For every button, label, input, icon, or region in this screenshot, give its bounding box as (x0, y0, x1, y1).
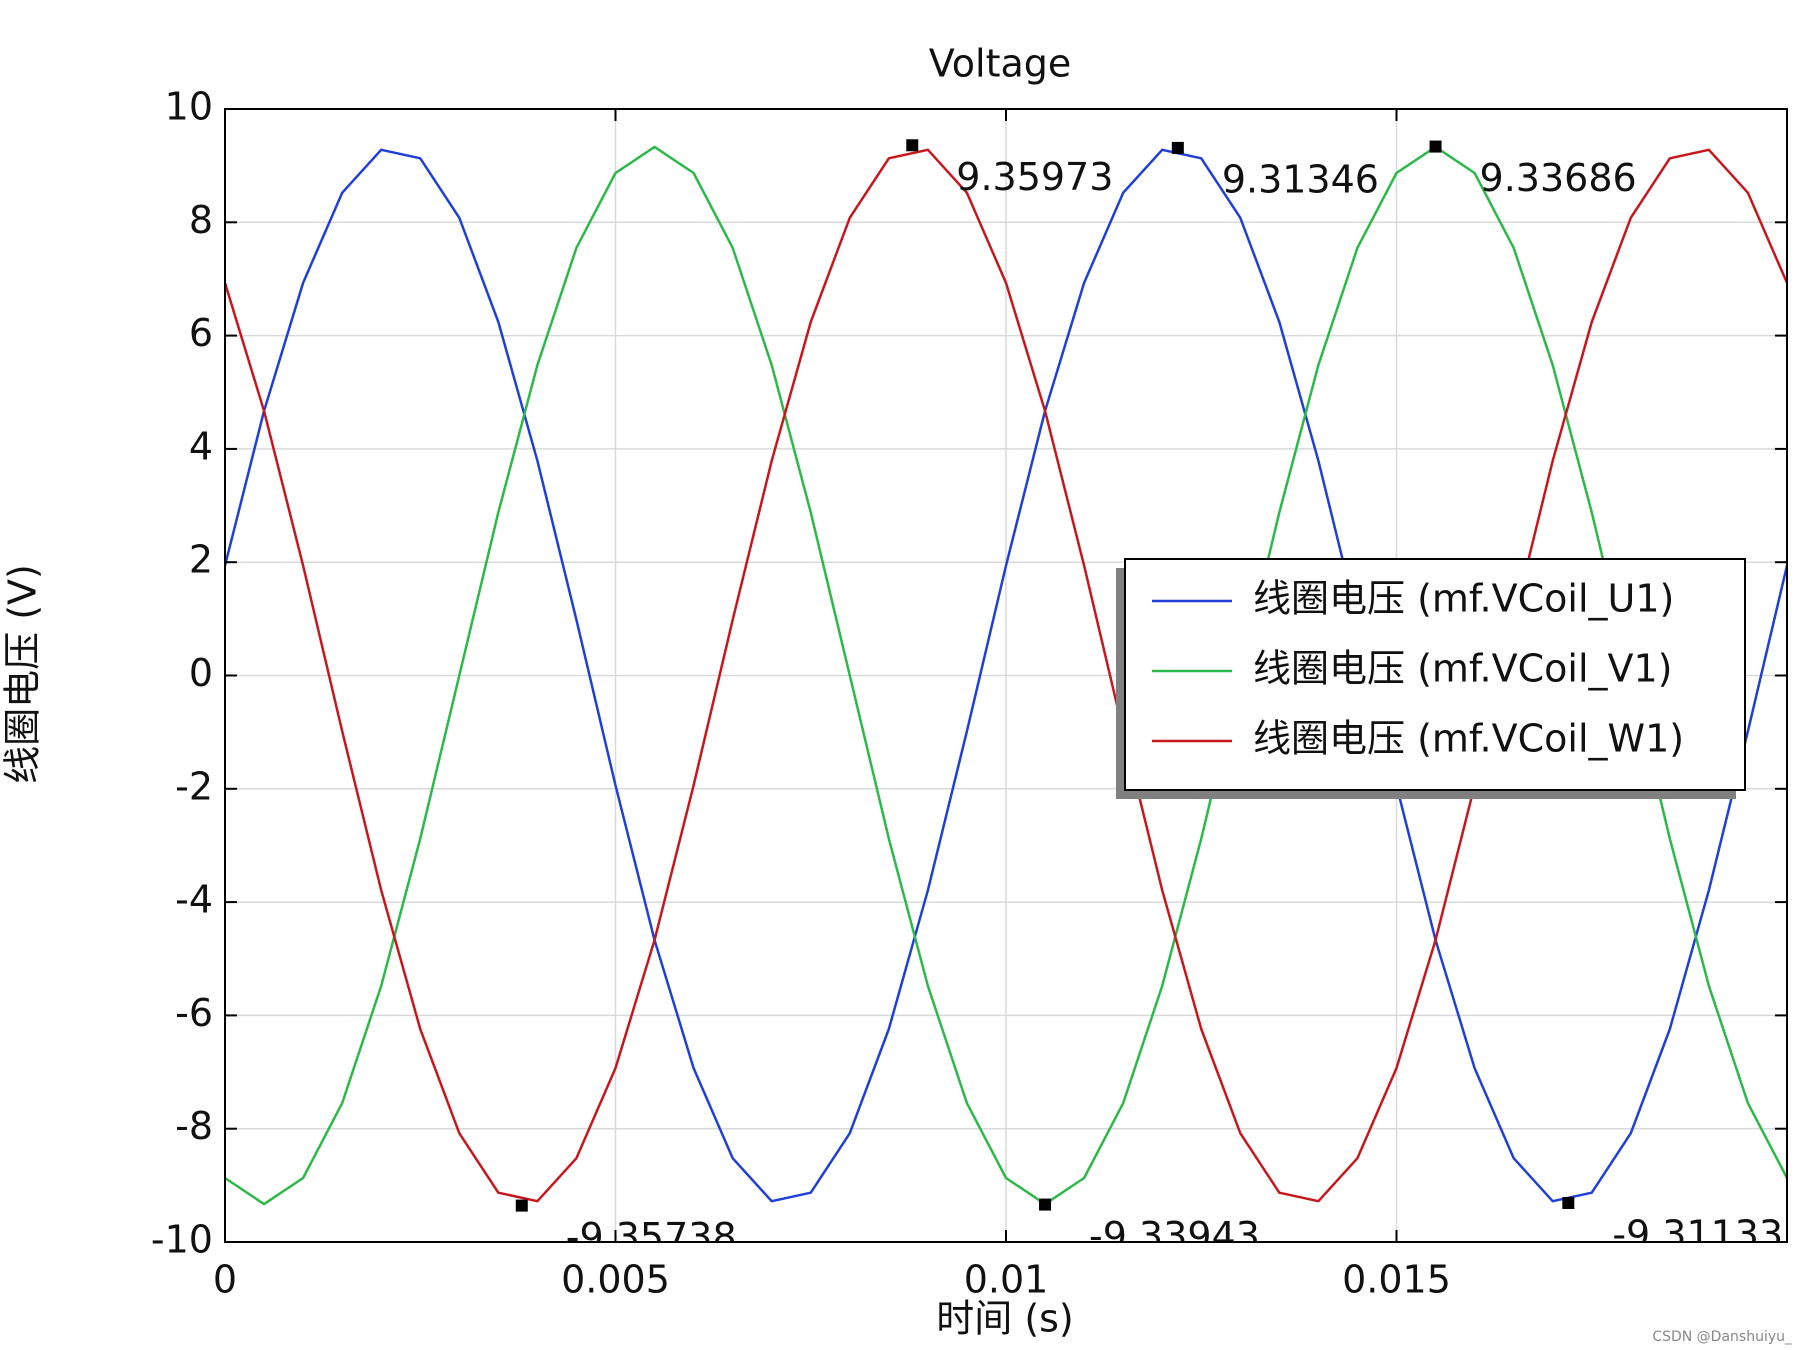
legend-label: 线圈电压 (mf.VCoil_W1) (1253, 717, 1684, 761)
x-axis-label: 时间 (s) (936, 1297, 1074, 1341)
legend-label: 线圈电压 (mf.VCoil_U1) (1253, 577, 1674, 621)
y-tick-label: -8 (175, 1104, 213, 1148)
y-tick-label: 0 (189, 651, 213, 695)
annotation-label: -9.31133 (1612, 1212, 1783, 1256)
y-tick-label: 2 (189, 538, 213, 582)
plot-area: 9.35973 9.31346 9.33686 -9.35738 -9.33943 -9.… (225, 139, 1787, 1259)
annotation-label: -9.35738 (566, 1215, 737, 1259)
annotation-label: 9.31346 (1222, 157, 1379, 201)
annotation-marker (1171, 141, 1184, 154)
annotation-marker (1429, 140, 1442, 153)
y-tick-label: 6 (189, 311, 213, 355)
legend-box (1124, 558, 1746, 791)
annotation-marker (1562, 1196, 1575, 1209)
y-axis-label: 线圈电压 (V) (1, 564, 45, 784)
ticks: -10 -8 -6 -4 -2 0 2 4 6 8 10 0 0.005 0.01 0.015 (151, 85, 1787, 1302)
annotation-marker (515, 1199, 528, 1212)
annotation-label: -9.33943 (1089, 1214, 1260, 1258)
x-tick-label: 0.005 (561, 1258, 670, 1302)
y-tick-label: 8 (189, 198, 213, 242)
y-tick-label: -10 (151, 1218, 213, 1262)
y-tick-label: -4 (175, 878, 213, 922)
annotation-marker (906, 139, 919, 152)
x-tick-label: 0.01 (964, 1258, 1049, 1302)
annotation-label: 9.35973 (956, 155, 1113, 199)
legend-label: 线圈电压 (mf.VCoil_V1) (1253, 647, 1673, 691)
annotation-marker (1039, 1198, 1052, 1211)
y-tick-label: 4 (189, 424, 213, 468)
chart-title: Voltage (929, 42, 1072, 86)
watermark: CSDN @Danshuiyu_ (1652, 1329, 1793, 1345)
series-line (225, 145, 1787, 1206)
y-tick-label: -6 (175, 991, 213, 1035)
x-tick-label: 0 (213, 1258, 237, 1302)
annotation-label: 9.33686 (1480, 156, 1637, 200)
legend: 线圈电压 (mf.VCoil_U1) 线圈电压 (mf.VCoil_V1) 线圈电压… (1116, 558, 1746, 799)
series-line (225, 148, 1787, 1203)
x-tick-label: 0.015 (1342, 1258, 1451, 1302)
y-tick-label: -2 (175, 764, 213, 808)
y-tick-label: 10 (165, 85, 213, 129)
